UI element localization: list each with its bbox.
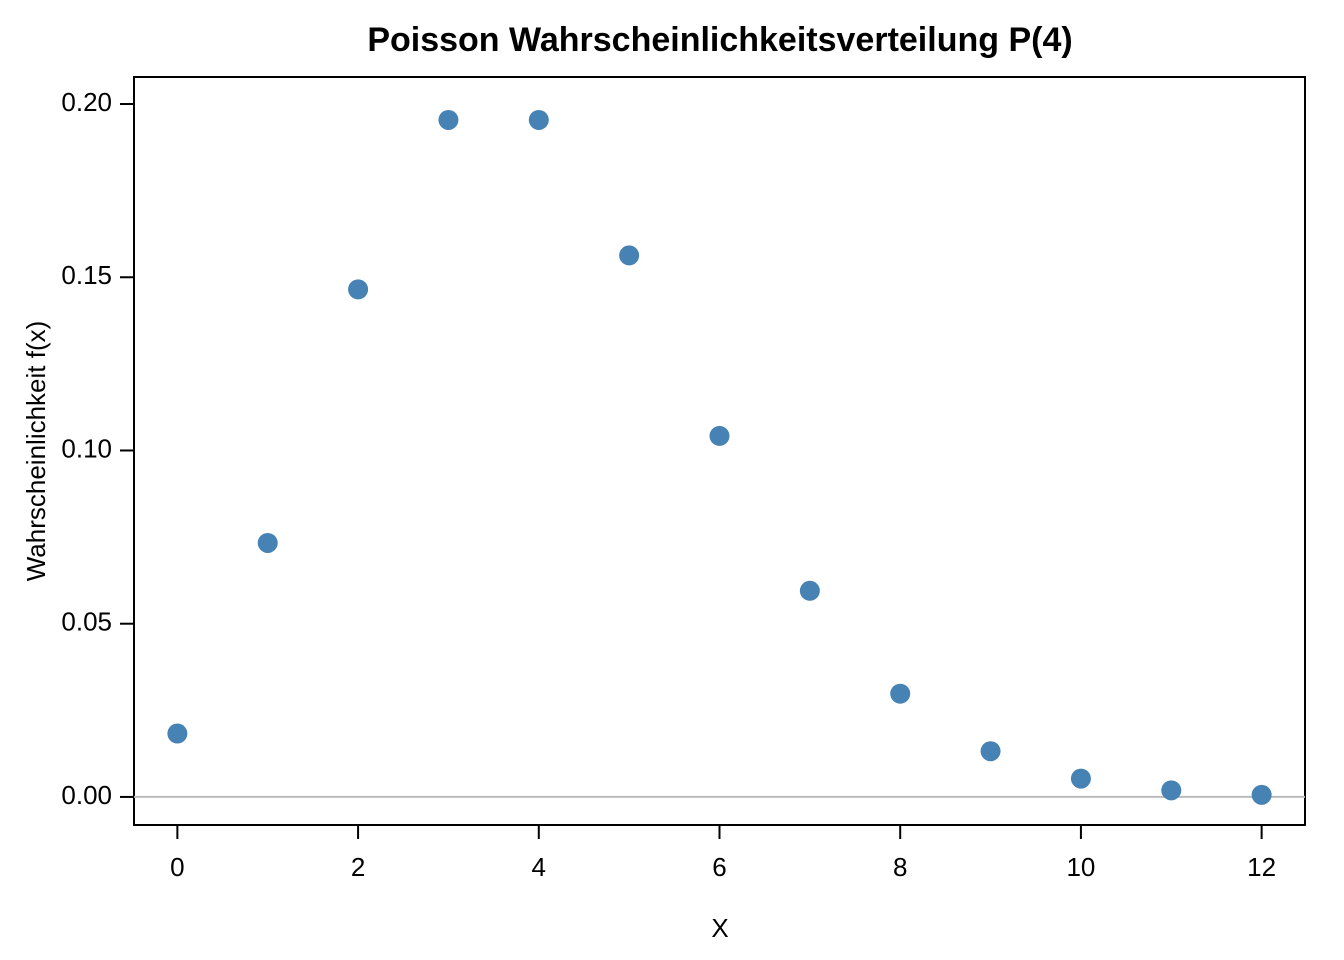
x-tick-label: 10	[1066, 852, 1095, 882]
x-tick-label: 6	[712, 852, 726, 882]
y-tick-label: 0.10	[61, 433, 112, 463]
plot-frame	[133, 76, 1306, 826]
y-axis-label: Wahrscheinlichkeit f(x)	[21, 321, 51, 582]
point	[348, 279, 369, 300]
x-tick-label: 4	[532, 852, 546, 882]
point	[1251, 784, 1272, 805]
point	[799, 580, 820, 601]
point	[438, 109, 459, 130]
point	[890, 683, 911, 704]
x-tick-label: 8	[893, 852, 907, 882]
point	[1161, 780, 1182, 801]
x-axis-label: X	[711, 913, 728, 943]
x-tick-label: 12	[1247, 852, 1276, 882]
x-tick-label: 2	[351, 852, 365, 882]
point	[619, 245, 640, 266]
point	[980, 741, 1001, 762]
point	[709, 425, 730, 446]
point	[257, 532, 278, 553]
chart-title: Poisson Wahrscheinlichkeitsverteilung P(…	[367, 21, 1072, 59]
point	[528, 109, 549, 130]
x-tick-label: 0	[170, 852, 184, 882]
point	[1070, 768, 1091, 789]
y-tick-label: 0.15	[61, 260, 112, 290]
y-tick-label: 0.00	[61, 780, 112, 810]
point	[167, 723, 188, 744]
y-tick-label: 0.05	[61, 607, 112, 637]
y-tick-label: 0.20	[61, 87, 112, 117]
